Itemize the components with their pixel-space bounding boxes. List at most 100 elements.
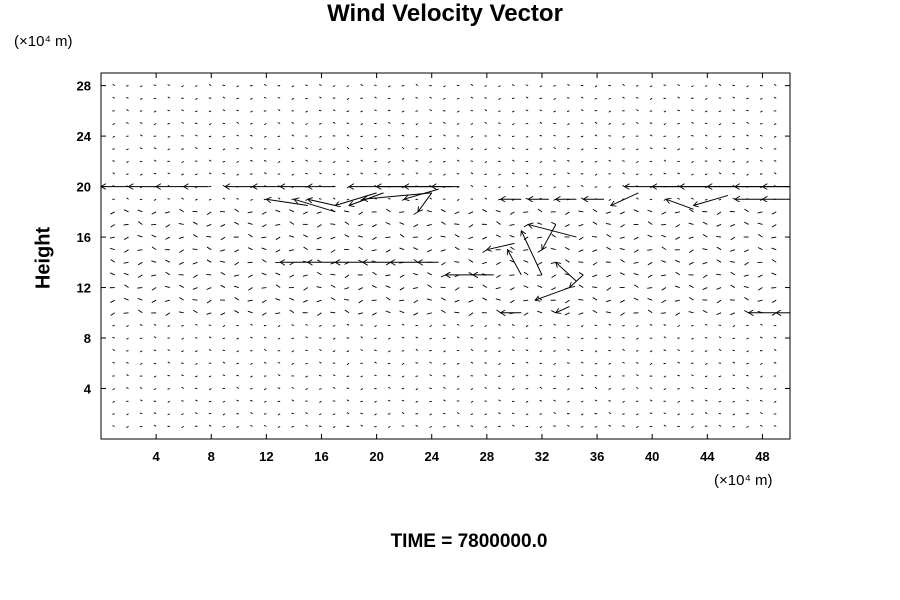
field-mark	[195, 134, 198, 137]
field-mark	[319, 361, 322, 364]
field-mark	[277, 109, 281, 112]
field-mark	[704, 173, 708, 176]
field-mark	[771, 299, 777, 304]
field-mark	[663, 198, 667, 201]
field-mark	[358, 287, 364, 291]
field-mark	[179, 284, 184, 288]
field-mark	[291, 97, 295, 100]
field-mark	[137, 249, 143, 251]
field-mark	[663, 159, 667, 162]
field-mark	[206, 299, 212, 304]
field-mark	[691, 160, 694, 164]
field-mark	[551, 310, 556, 314]
field-mark	[277, 148, 281, 151]
field-mark	[291, 173, 295, 176]
field-mark	[525, 400, 529, 403]
field-mark	[594, 121, 598, 124]
field-mark	[567, 388, 570, 391]
field-mark	[677, 96, 681, 99]
field-mark	[387, 197, 391, 200]
y-tick-label: 28	[77, 79, 91, 94]
field-mark	[691, 148, 694, 150]
field-mark	[263, 135, 267, 138]
field-mark	[112, 123, 115, 126]
plot-frame	[100, 72, 791, 440]
field-mark	[608, 362, 612, 365]
field-mark	[250, 159, 253, 162]
field-mark	[702, 248, 708, 251]
field-mark	[374, 96, 377, 99]
field-mark	[112, 425, 115, 427]
field-mark	[456, 375, 460, 378]
field-mark	[305, 97, 308, 100]
field-mark	[429, 374, 432, 377]
field-mark	[539, 134, 543, 137]
wind-vector	[611, 192, 639, 206]
field-mark	[263, 388, 267, 391]
field-mark	[140, 134, 143, 137]
field-mark	[661, 246, 667, 251]
field-mark	[759, 336, 763, 339]
field-mark	[498, 387, 501, 389]
field-mark	[647, 274, 653, 278]
field-mark	[123, 261, 129, 264]
field-mark	[374, 148, 377, 151]
field-mark	[470, 96, 474, 99]
field-mark	[675, 224, 681, 228]
field-mark	[289, 209, 295, 213]
field-mark	[374, 413, 377, 416]
field-mark	[319, 172, 322, 175]
field-mark	[758, 233, 763, 238]
field-mark	[675, 236, 680, 240]
field-mark	[222, 361, 226, 364]
field-mark	[360, 135, 363, 138]
field-mark	[399, 222, 405, 225]
field-mark	[277, 361, 281, 364]
field-mark	[608, 424, 612, 427]
y-unit-label: (×10⁴ m)	[14, 33, 73, 50]
field-mark	[385, 296, 391, 301]
field-mark	[264, 83, 267, 86]
field-mark	[291, 387, 295, 389]
field-mark	[746, 173, 749, 176]
field-mark	[691, 400, 694, 402]
field-mark	[498, 85, 501, 88]
wind-vector	[694, 194, 729, 205]
field-mark	[247, 222, 253, 225]
field-mark	[371, 312, 377, 316]
field-mark	[566, 97, 570, 99]
field-mark	[289, 309, 295, 314]
field-mark	[730, 312, 736, 316]
field-mark	[622, 425, 625, 427]
field-mark	[181, 374, 184, 377]
field-mark	[220, 224, 226, 227]
field-mark	[702, 309, 708, 314]
field-mark	[743, 249, 749, 253]
field-mark	[206, 312, 212, 315]
field-mark	[773, 361, 777, 364]
field-mark	[167, 135, 171, 138]
field-mark	[470, 400, 474, 403]
field-mark	[112, 160, 115, 162]
field-mark	[153, 123, 157, 126]
field-mark	[759, 123, 763, 125]
field-mark	[688, 284, 694, 288]
field-mark	[468, 248, 474, 251]
field-mark	[330, 284, 336, 288]
field-mark	[206, 287, 212, 290]
field-mark	[181, 413, 184, 415]
field-mark	[647, 287, 653, 289]
field-mark	[663, 147, 667, 150]
field-mark	[702, 221, 708, 225]
field-mark	[704, 412, 708, 415]
field-mark	[677, 109, 680, 112]
field-mark	[691, 197, 694, 200]
field-mark	[523, 249, 529, 251]
field-mark	[592, 208, 598, 213]
field-mark	[566, 185, 570, 188]
field-mark	[484, 362, 487, 364]
field-mark	[316, 236, 322, 240]
field-mark	[385, 285, 391, 288]
field-mark	[112, 348, 116, 352]
field-mark	[206, 224, 212, 227]
